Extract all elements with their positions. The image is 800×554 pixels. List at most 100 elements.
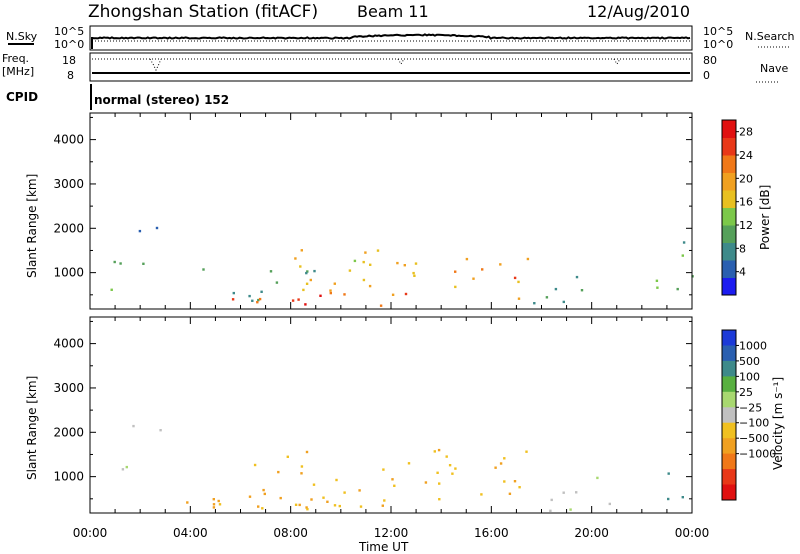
- nave-axis-top: 80: [703, 54, 717, 67]
- time-axis-labels: 00:00 04:00 08:00 12:00 16:00 20:00 00:00: [73, 526, 710, 540]
- data-cell: [263, 492, 266, 496]
- data-cell: [438, 482, 441, 485]
- colorbar-segment: [722, 242, 736, 261]
- nsearch-axis-bottom: 10^0: [703, 38, 733, 51]
- data-cell: [343, 293, 346, 296]
- data-cell: [404, 292, 408, 296]
- data-cell: [518, 486, 521, 489]
- x-tick-label: 20:00: [574, 526, 609, 540]
- data-cell: [381, 504, 384, 507]
- data-cell: [454, 285, 457, 289]
- cpid-label: CPID: [6, 90, 38, 104]
- data-cell: [261, 507, 264, 510]
- colorbar-tick-label: 16: [739, 196, 753, 209]
- data-cell: [217, 499, 220, 503]
- data-cell: [333, 504, 337, 507]
- data-cell: [517, 297, 521, 300]
- data-cell: [499, 263, 502, 266]
- data-cell: [251, 299, 254, 302]
- data-cell: [562, 491, 565, 494]
- x-tick-label: 12:00: [374, 526, 409, 540]
- data-cell: [218, 503, 222, 506]
- data-cell: [297, 298, 300, 301]
- y-tick-label: 2000: [53, 425, 84, 439]
- data-cell: [343, 491, 346, 494]
- colorbar-segment: [722, 172, 736, 191]
- data-cell: [231, 298, 235, 301]
- colorbar-tick-label: 12: [739, 219, 753, 232]
- data-cell: [155, 226, 159, 230]
- colorbar-segment: [722, 330, 736, 346]
- colorbar-tick-label: 8: [739, 242, 746, 255]
- data-cell: [368, 284, 372, 288]
- colorbar-tick-label: −1000: [739, 448, 776, 461]
- y-tick-label: 1000: [53, 266, 84, 280]
- data-cell: [309, 278, 312, 282]
- data-cell: [302, 288, 305, 292]
- colorbar-segment: [722, 360, 736, 377]
- colorbar-tick-label: 1000: [739, 339, 767, 352]
- power-y-axis-label: Slant Range [km]: [25, 174, 39, 278]
- data-cell: [676, 287, 679, 291]
- colorbar-segment: [722, 207, 736, 226]
- data-cell: [575, 491, 578, 494]
- data-cell: [412, 271, 415, 275]
- y-tick-label: 3000: [53, 381, 84, 395]
- velocity-colorbar-label: Velocity [m s⁻¹]: [771, 377, 785, 470]
- station-title: Zhongshan Station (fitACF): [88, 2, 318, 22]
- freq-traces: [92, 58, 690, 74]
- colorbar-segment: [722, 391, 736, 408]
- data-cell: [503, 457, 506, 460]
- colorbar-tick-label: −500: [739, 432, 769, 445]
- power-colorbar-label: Power [dB]: [758, 185, 772, 250]
- colorbar-frame: [721, 119, 737, 296]
- colorbar-frame: [721, 329, 737, 501]
- data-cell: [300, 472, 303, 475]
- data-cell: [313, 269, 316, 273]
- data-cell: [286, 455, 289, 458]
- data-cell: [306, 270, 309, 273]
- colorbar-segment: [722, 260, 736, 278]
- freq-unit: [MHz]: [2, 65, 34, 78]
- data-cell: [403, 264, 406, 267]
- data-cell: [212, 503, 216, 506]
- colorbar-segment: [722, 376, 736, 393]
- data-cell: [335, 478, 338, 482]
- data-cell: [472, 277, 475, 280]
- data-cell: [113, 260, 116, 264]
- colorbar-tick-label: 28: [739, 126, 753, 139]
- data-cell: [253, 463, 257, 467]
- data-cell: [667, 497, 670, 501]
- y-tick-label: 4000: [53, 133, 84, 147]
- data-cell: [364, 251, 367, 254]
- data-cell: [304, 303, 307, 306]
- x-tick-label: 16:00: [474, 526, 509, 540]
- data-cell: [294, 257, 297, 260]
- nave-axis-bottom: 0: [703, 69, 710, 82]
- data-cell: [525, 450, 528, 453]
- data-cell: [353, 259, 357, 263]
- data-cell: [414, 262, 418, 265]
- data-cell: [376, 249, 380, 252]
- colorbar-segment: [722, 438, 736, 455]
- data-cell: [526, 257, 530, 261]
- data-cell: [256, 301, 259, 304]
- data-cell: [448, 464, 452, 467]
- nsky-trace: [91, 33, 691, 40]
- data-cell: [142, 262, 145, 265]
- data-cell: [533, 302, 536, 305]
- colorbar-segment: [722, 120, 736, 138]
- data-cell: [248, 495, 252, 498]
- data-cell: [186, 501, 189, 504]
- x-tick-label: 00:00: [675, 526, 710, 540]
- colorbar-tick-label: 4: [739, 266, 746, 279]
- data-cell: [300, 465, 304, 468]
- data-cell: [480, 493, 483, 496]
- data-cell: [454, 270, 457, 273]
- data-cell: [257, 505, 260, 508]
- data-cell: [269, 270, 273, 273]
- data-cell: [110, 288, 113, 291]
- power-panel: 1000 2000 3000 4000 Slant Range [km] 4 8 12 16…: [25, 112, 772, 310]
- data-cell: [319, 294, 322, 297]
- colorbar-segment: [722, 422, 736, 439]
